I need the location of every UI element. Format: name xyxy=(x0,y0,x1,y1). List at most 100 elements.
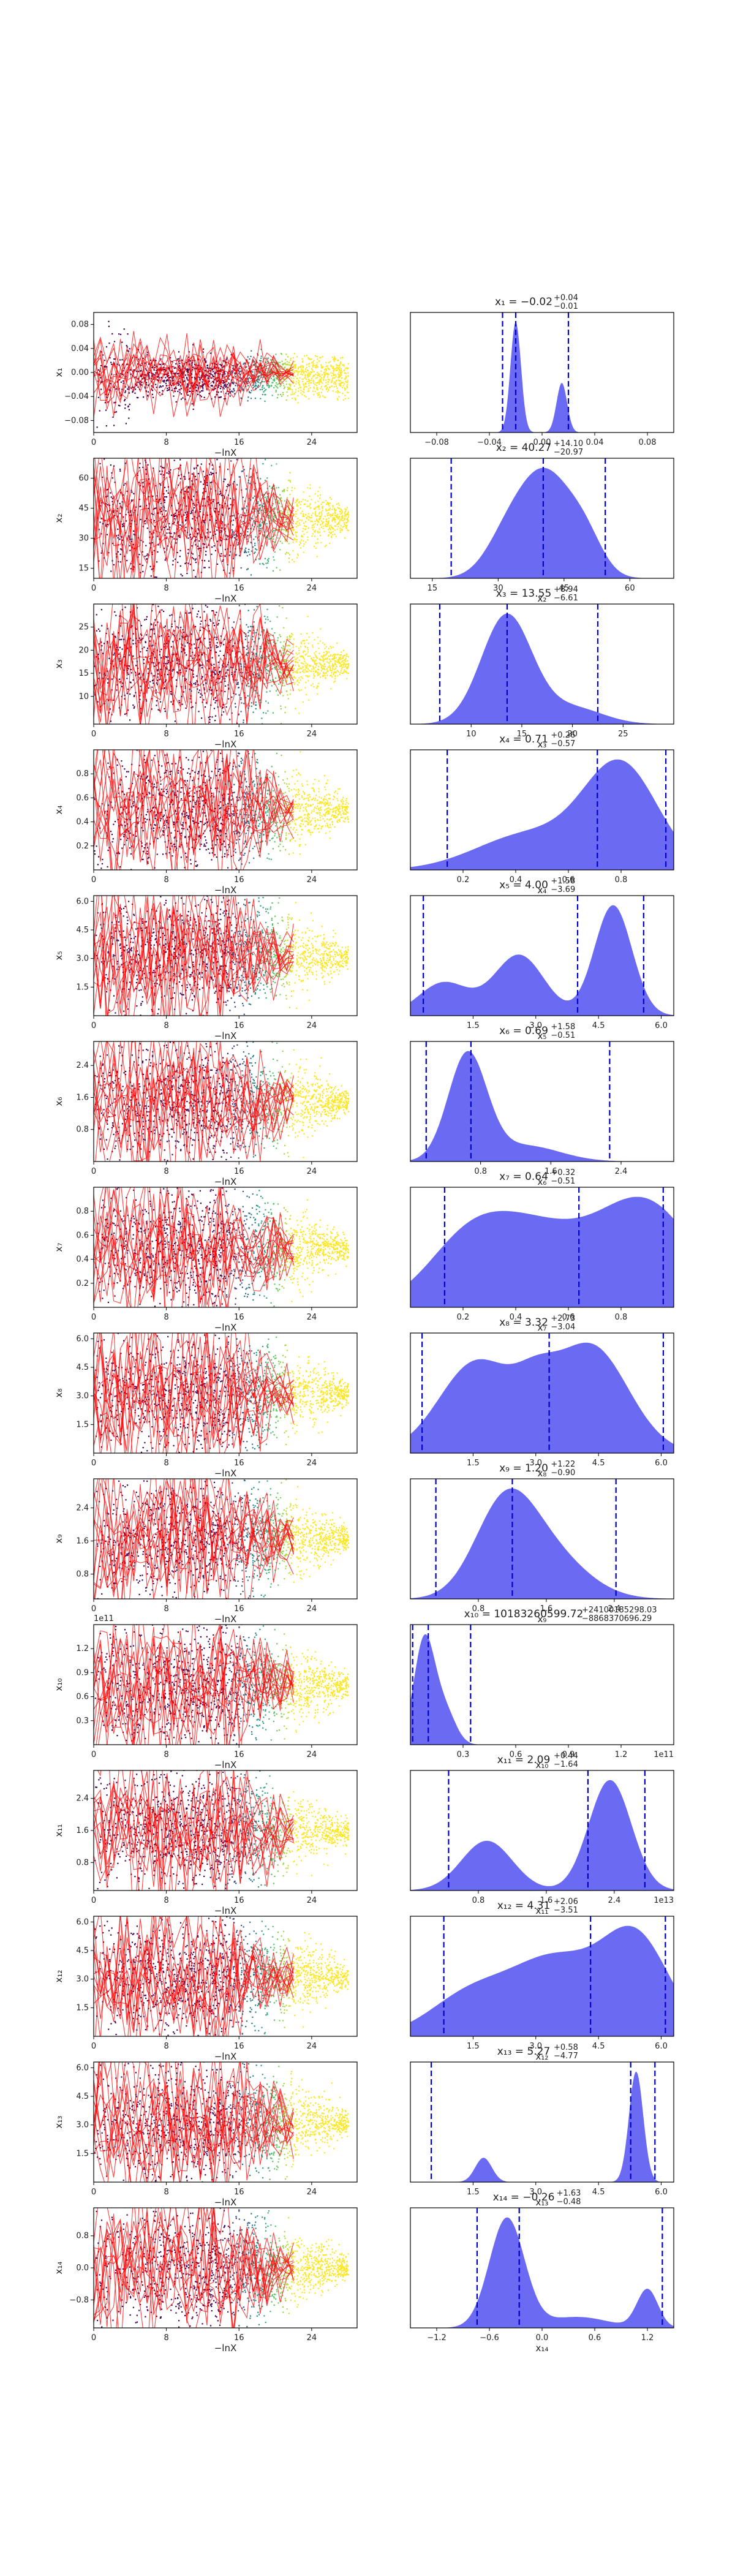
scatter-point xyxy=(331,527,333,528)
scatter-point xyxy=(119,359,121,360)
scatter-point xyxy=(296,532,298,533)
scatter-point xyxy=(315,391,316,392)
scatter-point xyxy=(249,630,250,631)
scatter-point xyxy=(344,522,345,523)
y-tick-label: 15 xyxy=(78,564,89,573)
scatter-point xyxy=(311,368,312,369)
scatter-point xyxy=(309,670,310,671)
x-tick-label: 8 xyxy=(164,730,168,739)
scatter-point xyxy=(325,659,326,660)
scatter-point xyxy=(312,529,314,530)
scatter-point xyxy=(178,385,179,386)
scatter-point xyxy=(116,689,117,690)
scatter-point xyxy=(306,633,307,634)
scatter-point xyxy=(338,522,339,523)
scatter-point xyxy=(283,645,284,646)
scatter-point xyxy=(106,346,107,347)
scatter-point xyxy=(169,615,170,616)
scatter-point xyxy=(133,531,134,532)
scatter-point xyxy=(302,374,303,376)
scatter-point xyxy=(278,684,279,685)
scatter-point xyxy=(273,488,274,489)
scatter-point xyxy=(295,364,296,365)
scatter-point xyxy=(339,367,341,368)
scatter-point xyxy=(151,687,153,688)
scatter-point xyxy=(332,659,333,660)
scatter-point xyxy=(302,667,303,668)
scatter-point xyxy=(317,669,318,670)
scatter-point xyxy=(239,605,240,606)
scatter-point xyxy=(168,581,169,582)
scatter-point xyxy=(166,490,167,491)
scatter-point xyxy=(271,685,273,686)
scatter-point xyxy=(145,641,146,642)
scatter-point xyxy=(108,342,110,344)
scatter-point xyxy=(260,389,261,390)
scatter-point xyxy=(339,392,340,393)
scatter-point xyxy=(178,770,179,771)
scatter-point xyxy=(347,519,348,520)
scatter-point xyxy=(294,538,295,539)
scatter-point xyxy=(228,753,229,754)
scatter-point xyxy=(203,699,204,700)
scatter-point xyxy=(306,665,307,667)
scatter-point xyxy=(162,730,163,731)
scatter-point xyxy=(108,429,109,431)
scatter-point xyxy=(211,385,212,387)
scatter-point xyxy=(337,654,339,655)
scatter-point xyxy=(298,652,300,654)
scatter-point xyxy=(246,552,247,553)
scatter-point xyxy=(309,381,310,382)
scatter-point xyxy=(137,397,138,398)
scatter-point xyxy=(307,804,309,805)
scatter-point xyxy=(320,659,321,660)
scatter-point xyxy=(319,357,320,358)
scatter-point xyxy=(326,370,327,371)
scatter-point xyxy=(315,502,316,503)
scatter-point xyxy=(328,667,329,668)
scatter-point xyxy=(274,380,275,382)
scatter-point xyxy=(282,650,284,651)
scatter-point xyxy=(180,791,181,793)
scatter-point xyxy=(265,558,266,559)
scatter-point xyxy=(330,366,331,367)
scatter-point xyxy=(332,655,333,657)
scatter-point xyxy=(311,820,312,821)
scatter-point xyxy=(330,654,331,655)
scatter-point xyxy=(297,372,298,374)
scatter-point xyxy=(119,647,121,648)
scatter-point xyxy=(213,664,214,665)
scatter-point xyxy=(295,513,296,515)
scatter-point xyxy=(323,518,324,519)
scatter-point xyxy=(282,491,283,492)
scatter-point xyxy=(326,521,327,522)
scatter-point xyxy=(325,651,326,652)
scatter-point xyxy=(247,396,249,398)
scatter-point xyxy=(282,727,284,728)
scatter-point xyxy=(160,385,161,387)
scatter-point xyxy=(225,556,226,557)
scatter-point xyxy=(276,567,277,568)
scatter-point xyxy=(317,636,318,638)
scatter-point xyxy=(289,639,290,640)
scatter-point xyxy=(334,512,336,513)
scatter-point xyxy=(307,374,308,376)
scatter-point xyxy=(296,378,297,379)
scatter-point xyxy=(193,496,194,497)
scatter-point xyxy=(318,394,320,395)
scatter-point xyxy=(343,650,344,651)
scatter-point xyxy=(164,627,165,628)
scatter-point xyxy=(120,334,121,335)
scatter-point xyxy=(304,375,306,376)
scatter-point xyxy=(304,643,305,644)
scatter-point xyxy=(342,511,343,512)
scatter-point xyxy=(314,639,315,640)
scatter-point xyxy=(135,665,137,666)
scatter-point xyxy=(138,674,140,675)
scatter-point xyxy=(296,672,297,673)
scatter-point xyxy=(308,385,309,386)
scatter-point xyxy=(243,388,244,390)
scatter-point xyxy=(254,690,255,691)
scatter-point xyxy=(313,668,314,670)
scatter-point xyxy=(238,684,239,685)
